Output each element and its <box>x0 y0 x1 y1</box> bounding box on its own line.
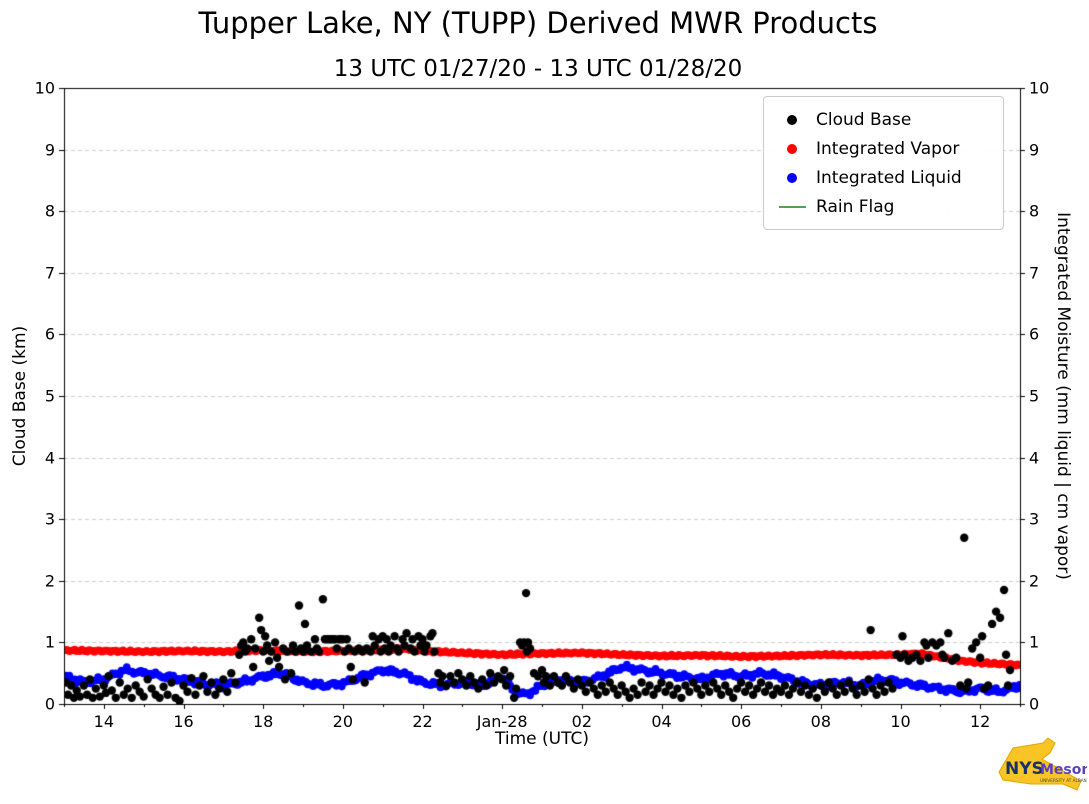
x-tick-label: 06 <box>730 712 752 731</box>
legend-item: Rain Flag <box>774 192 993 221</box>
y-axis-right-label: Integrated Moisture (mm liquid | cm vapo… <box>1053 212 1073 580</box>
y-tick-label-left: 5 <box>44 386 55 406</box>
y-tick-label-left: 1 <box>44 632 55 652</box>
y-tick-label-right: 10 <box>1029 78 1050 98</box>
x-tick-label: 20 <box>332 712 354 731</box>
y-tick-label-left: 0 <box>44 694 55 714</box>
x-tick-label: 18 <box>252 712 274 731</box>
nys-mesonet-logo: NYS Mesonet UNIVERSITY AT ALBANY <box>998 737 1087 791</box>
legend: Cloud Base Integrated Vapor Integrated Liq… <box>763 96 1004 230</box>
x-tick-label: 22 <box>412 712 433 731</box>
y-tick-label-left: 2 <box>44 571 55 591</box>
x-tick-label: 04 <box>651 712 672 731</box>
y-tick-label-right: 6 <box>1029 324 1040 344</box>
legend-item-label: Integrated Liquid <box>816 167 962 188</box>
y-tick-label-left: 6 <box>44 324 55 344</box>
y-tick-label-left: 4 <box>44 448 55 468</box>
legend-item-label: Rain Flag <box>816 196 895 217</box>
y-tick-label-left: 8 <box>44 201 55 221</box>
y-tick-label-right: 8 <box>1029 201 1040 221</box>
y-tick-label-right: 2 <box>1029 571 1040 591</box>
x-tick-label: 10 <box>890 712 911 731</box>
rain-flag-marker-icon <box>774 205 810 208</box>
x-tick-label: 14 <box>93 712 115 731</box>
chart-subtitle: 13 UTC 01/27/20 - 13 UTC 01/28/20 <box>333 56 743 82</box>
y-axis-left-label: Cloud Base (km) <box>10 325 30 467</box>
y-tick-label-left: 10 <box>34 78 55 98</box>
legend-item-label: Integrated Vapor <box>816 138 960 159</box>
logo-nys-text: NYS <box>1005 759 1044 779</box>
cloud-base-marker-icon <box>774 114 810 125</box>
y-tick-label-right: 4 <box>1029 448 1040 468</box>
integrated-vapor-marker-icon <box>774 143 810 154</box>
y-tick-label-right: 0 <box>1029 694 1040 714</box>
chart-title: Tupper Lake, NY (TUPP) Derived MWR Produ… <box>198 6 878 40</box>
x-tick-label: 16 <box>173 712 194 731</box>
x-axis-label: Time (UTC) <box>495 729 589 749</box>
x-tick-label: 02 <box>571 712 593 731</box>
legend-item: Cloud Base <box>774 105 993 134</box>
legend-item: Integrated Liquid <box>774 163 993 192</box>
x-tick-label: Jan-28 <box>476 712 528 731</box>
y-tick-label-right: 1 <box>1029 632 1040 652</box>
logo-tagline-text: UNIVERSITY AT ALBANY <box>1040 778 1087 783</box>
y-tick-label-left: 9 <box>44 140 55 160</box>
legend-item: Integrated Vapor <box>774 134 993 163</box>
logo-mesonet-text: Mesonet <box>1040 762 1087 778</box>
y-tick-label-right: 5 <box>1029 386 1040 406</box>
y-tick-label-right: 7 <box>1029 263 1040 283</box>
x-tick-label: 12 <box>969 712 991 731</box>
ny-state-shape <box>998 737 1082 791</box>
y-tick-label-right: 9 <box>1029 140 1040 160</box>
y-tick-label-left: 3 <box>44 509 55 529</box>
integrated-liquid-marker-icon <box>774 172 810 183</box>
legend-item-label: Cloud Base <box>816 109 912 130</box>
y-tick-label-right: 3 <box>1029 509 1040 529</box>
x-tick-label: 08 <box>810 712 832 731</box>
y-tick-label-left: 7 <box>44 263 55 283</box>
